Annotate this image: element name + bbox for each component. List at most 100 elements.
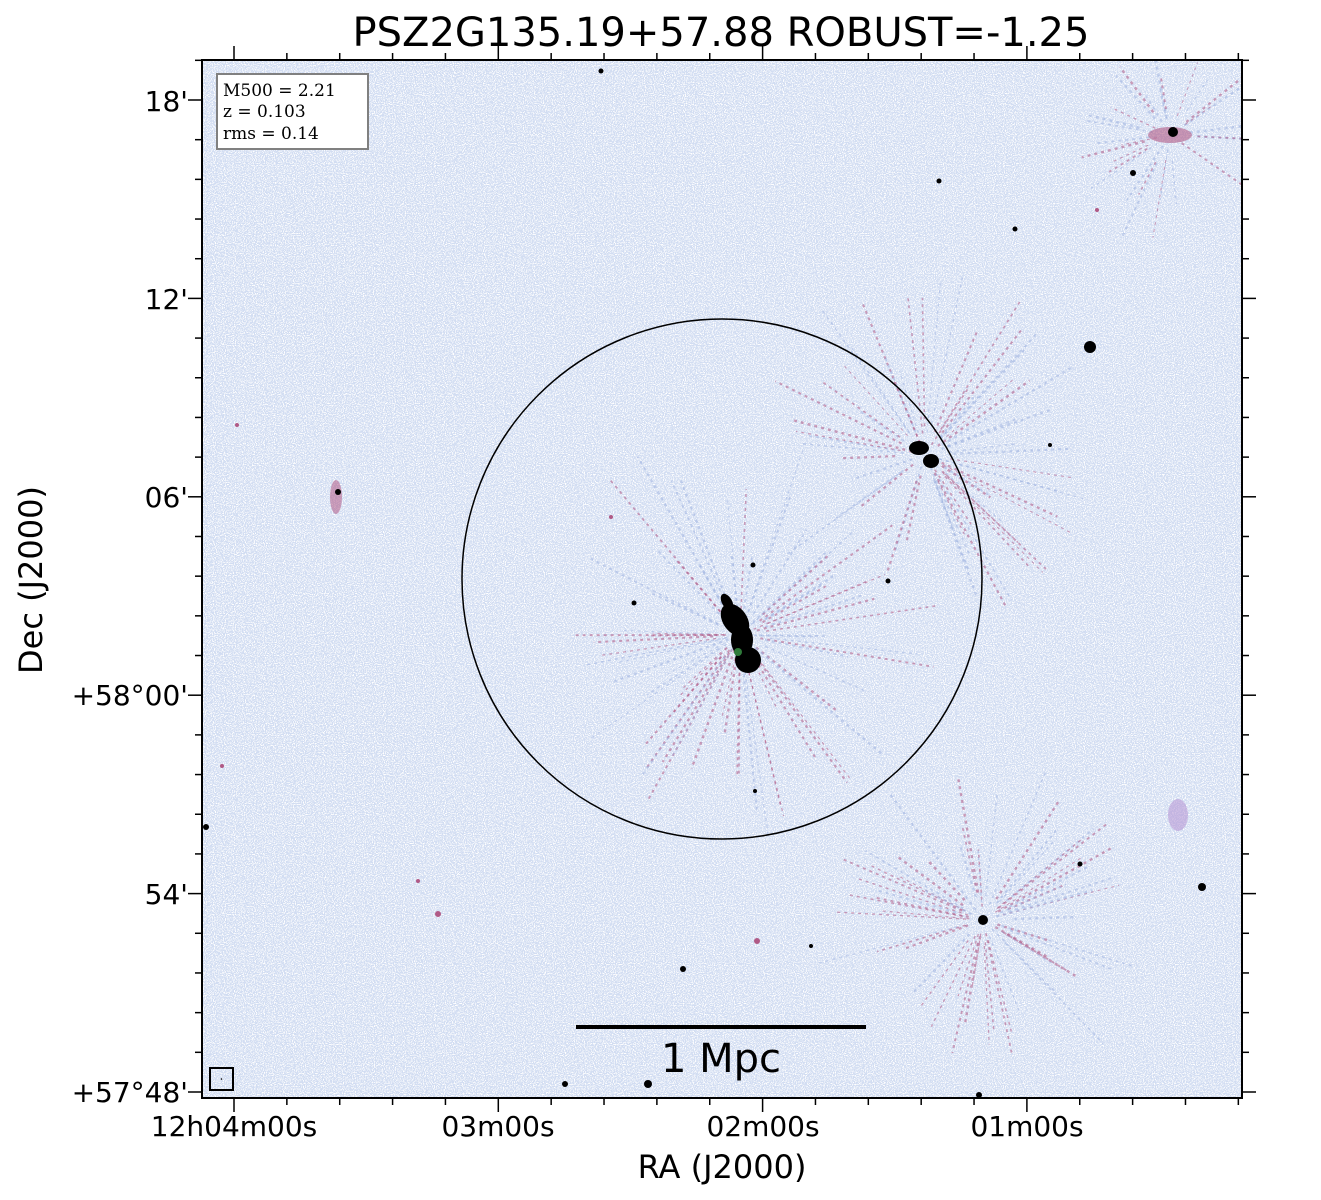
artifact-ray bbox=[806, 434, 896, 451]
artifact-ray bbox=[947, 418, 1017, 448]
radio-source-top-right bbox=[1148, 127, 1192, 143]
artifact-ray bbox=[961, 826, 978, 893]
artifact-ray bbox=[743, 665, 770, 838]
artifact-ray bbox=[836, 911, 966, 920]
artifact-ray bbox=[670, 480, 730, 611]
artifact-ray bbox=[905, 475, 922, 543]
artifact-ray bbox=[624, 629, 718, 635]
artifact-ray bbox=[801, 442, 904, 454]
artifact-ray bbox=[999, 838, 1057, 903]
artifact-ray bbox=[726, 499, 739, 616]
radial-artifacts bbox=[572, 60, 1242, 1057]
artifact-ray bbox=[818, 926, 958, 964]
artifact-ray bbox=[641, 656, 726, 776]
artifact-ray bbox=[599, 637, 717, 657]
info-box: M500 = 2.21 z = 0.103 rms = 0.14 bbox=[216, 73, 369, 150]
artifact-ray bbox=[941, 408, 1053, 451]
artifact-ray bbox=[749, 642, 885, 757]
radio-source-se bbox=[978, 915, 988, 925]
artifact-ray bbox=[941, 328, 1023, 434]
plot-title: PSZ2G135.19+57.88 ROBUST=-1.25 bbox=[353, 10, 1090, 56]
artifact-ray bbox=[1145, 95, 1163, 123]
artifact-ray bbox=[736, 666, 741, 778]
artifact-ray bbox=[1004, 941, 1104, 1045]
artifact-ray bbox=[656, 549, 720, 615]
artifact-ray bbox=[642, 656, 723, 748]
artifact-ray bbox=[846, 893, 964, 918]
artifact-ray bbox=[977, 849, 983, 907]
artifact-ray bbox=[938, 458, 1088, 501]
y-tick-labels: 18' 12' 06' +58°00' 54' +57°48' bbox=[72, 85, 188, 1109]
plot-frame bbox=[201, 59, 1243, 1099]
compact-sources bbox=[203, 68, 1206, 1098]
artifact-ray bbox=[1110, 106, 1156, 129]
artifact-ray bbox=[943, 464, 1073, 535]
artifact-ray bbox=[856, 408, 905, 442]
r500-circle bbox=[461, 318, 983, 840]
artifact-ray bbox=[1159, 76, 1167, 110]
noise-background bbox=[202, 60, 1242, 1098]
artifact-ray bbox=[740, 555, 754, 623]
artifact-ray bbox=[673, 656, 722, 713]
artifact-ray bbox=[922, 888, 973, 916]
artifact-ray bbox=[971, 933, 982, 990]
x-tick-label: 03m00s bbox=[441, 1110, 554, 1143]
artifact-ray bbox=[1184, 103, 1215, 125]
artifact-ray bbox=[764, 593, 864, 628]
artifact-ray bbox=[609, 478, 722, 613]
artifact-ray bbox=[953, 447, 1070, 455]
artifact-ray bbox=[753, 579, 871, 630]
artifact-ray bbox=[650, 591, 719, 626]
artifact-ray bbox=[740, 653, 759, 814]
artifact-ray bbox=[937, 379, 1031, 447]
artifact-ray bbox=[995, 829, 1058, 904]
artifact-ray bbox=[933, 329, 979, 433]
artifact-ray bbox=[647, 647, 720, 696]
artifact-ray bbox=[1007, 876, 1116, 913]
artifact-ray bbox=[584, 636, 728, 666]
artifact-ray bbox=[1001, 925, 1135, 968]
artifact-ray bbox=[1115, 74, 1156, 120]
artifact-ray bbox=[752, 529, 808, 615]
artifact-ray bbox=[764, 639, 849, 658]
y-tick-label: 12' bbox=[145, 283, 188, 316]
artifact-ray bbox=[843, 365, 908, 437]
artifact-ray bbox=[921, 297, 926, 427]
artifact-ray bbox=[747, 448, 804, 613]
artifact-ray bbox=[652, 632, 724, 636]
artifact-ray bbox=[760, 637, 934, 668]
artifact-ray bbox=[1003, 931, 1069, 973]
artifact-ray bbox=[889, 794, 977, 911]
artifact-ray bbox=[752, 552, 827, 624]
artifact-ray bbox=[851, 347, 910, 432]
scale-bar-label: 1 Mpc bbox=[661, 1036, 781, 1082]
artifact-ray bbox=[944, 473, 1019, 543]
artifact-ray bbox=[1095, 136, 1150, 145]
y-tick-label: 18' bbox=[145, 85, 188, 118]
x-tick-label: 01m00s bbox=[970, 1110, 1083, 1143]
artifact-ray bbox=[930, 275, 964, 425]
artifact-ray bbox=[784, 469, 905, 557]
artifact-ray bbox=[842, 858, 963, 912]
y-tick-label: +58°00' bbox=[72, 679, 188, 712]
artifact-ray bbox=[738, 651, 741, 778]
artifact-ray bbox=[983, 945, 990, 1045]
artifact-ray bbox=[885, 480, 918, 574]
artifact-ray bbox=[926, 280, 942, 433]
artifact-ray bbox=[937, 481, 966, 537]
artifact-ray bbox=[995, 800, 1061, 900]
y-tick-label: 54' bbox=[145, 878, 188, 911]
artifact-ray bbox=[959, 847, 977, 898]
y-tick-label: +57°48' bbox=[72, 1076, 188, 1109]
artifact-ray bbox=[1086, 113, 1140, 129]
artifact-ray bbox=[1189, 124, 1242, 134]
artifact-ray bbox=[745, 494, 792, 619]
artifact-ray bbox=[1171, 160, 1177, 205]
artifact-ray bbox=[1005, 827, 1095, 902]
info-redshift: z = 0.103 bbox=[223, 102, 306, 122]
artifact-ray bbox=[930, 387, 970, 446]
artifact-ray bbox=[997, 846, 1113, 913]
artifact-ray bbox=[762, 553, 831, 616]
artifact-ray bbox=[891, 377, 921, 443]
artifact-ray bbox=[746, 665, 782, 807]
